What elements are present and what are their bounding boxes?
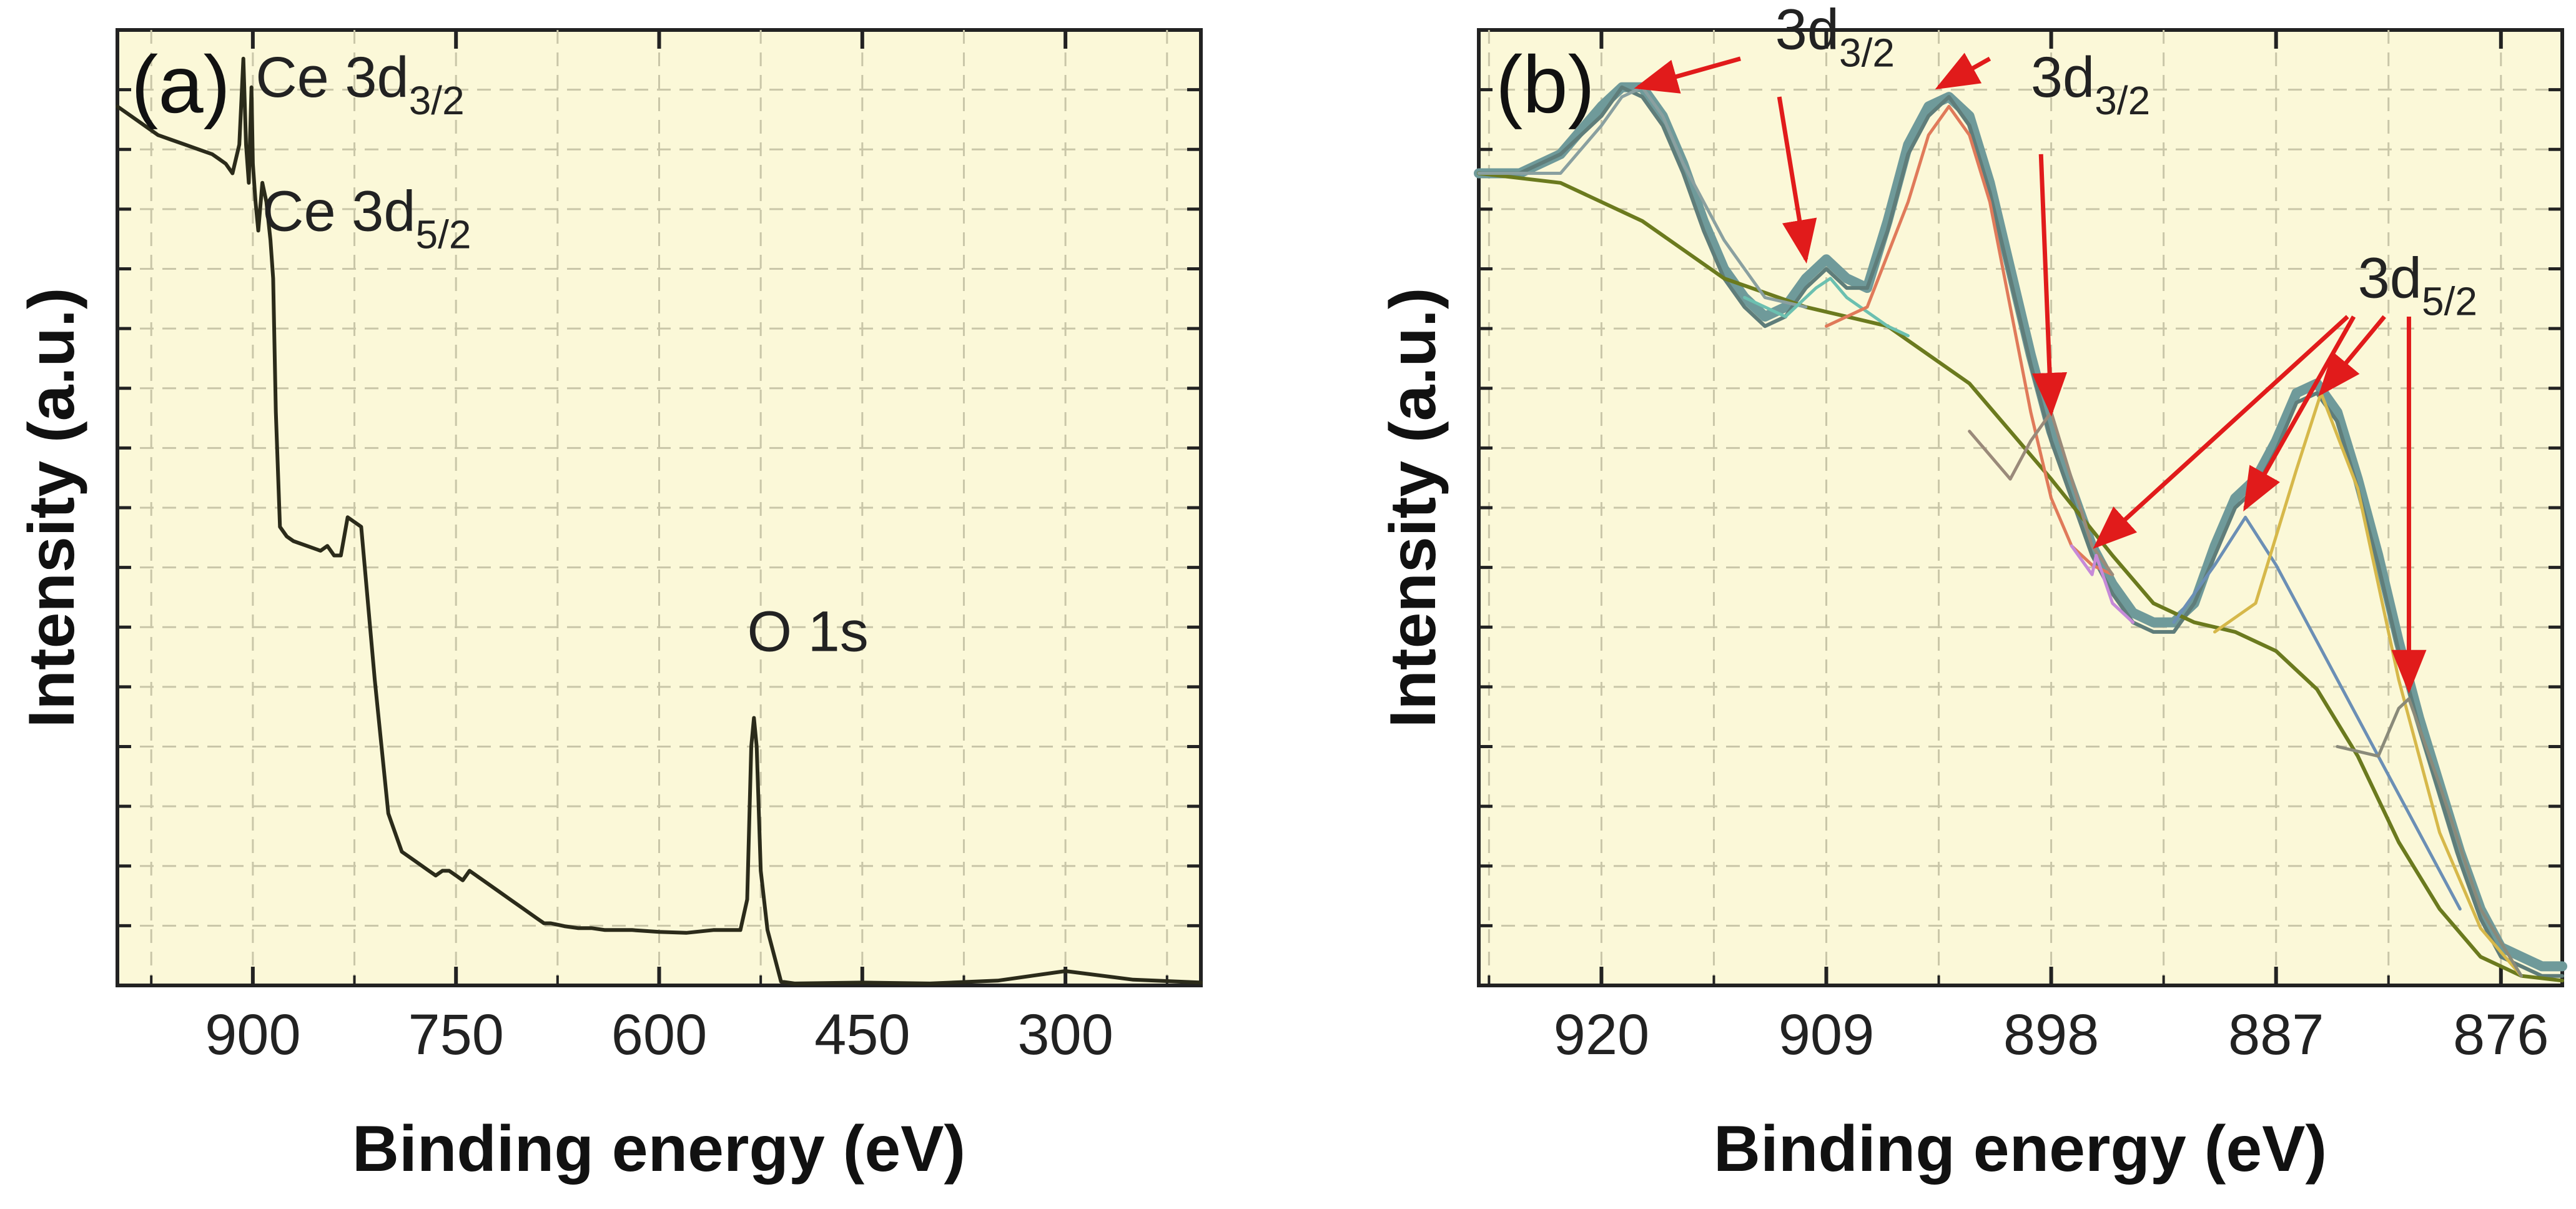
series-line-peak-884-8 (2213, 391, 2523, 978)
y-axis-title-b: Intensity (a.u.) (1377, 288, 1449, 728)
annotation-arrow (2093, 315, 2349, 549)
arrows-b (1634, 52, 2427, 694)
annotation-arrow (1634, 56, 1741, 94)
annotation-arrow (2243, 315, 2356, 512)
series-line-raw-data (1474, 82, 2567, 972)
x-tick-label: 750 (408, 1003, 504, 1067)
series-line-survey (116, 56, 1203, 985)
annotation-label: 3d3/2 (2031, 46, 2150, 123)
panel-a: 900 750 600 450 300 Ce 3d3/2 Ce 3d5/2 O 1s (a)… (16, 28, 1203, 1185)
x-tick-label: 450 (814, 1003, 910, 1067)
annotations-b: 3d3/2 3d3/2 3d5/2 (1775, 0, 2477, 323)
series-line-peak-908-8 (1743, 277, 1910, 338)
annotation-arrow (1777, 96, 1817, 264)
series-line-peak-895-8 (2070, 544, 2134, 624)
x-tick-label: 920 (1554, 1003, 1650, 1067)
annotation-label: 3d3/2 (1775, 0, 1895, 76)
x-tick-label: 898 (2003, 1003, 2100, 1067)
annotation-label: 3d5/2 (2358, 246, 2477, 323)
series-line-peak-888-5 (2172, 515, 2462, 911)
annotation-arrow (2032, 154, 2068, 417)
x-tick-label: 600 (611, 1003, 708, 1067)
panel-b: 920 909 898 887 876 3d3/2 3d3/2 3d5/2 (b) Bind… (1377, 0, 2567, 1185)
x-tick-label: 876 (2453, 1003, 2549, 1067)
series-line-envelope-fit (1477, 85, 2564, 978)
x-axis-title-a: Binding energy (eV) (352, 1113, 965, 1185)
series-line-background (1477, 171, 2564, 983)
x-ticks-b: 920 909 898 887 876 (1488, 30, 2549, 1067)
annotation-arrow (2318, 315, 2386, 397)
x-tick-label: 909 (1779, 1003, 1875, 1067)
series-b (1474, 82, 2567, 983)
x-tick-label: 887 (2228, 1003, 2324, 1067)
y-axis-title-a: Intensity (a.u.) (16, 288, 88, 728)
annotation-arrow (1935, 52, 1991, 90)
series-line-peak-880-5 (2336, 697, 2523, 978)
panel-label-a: (a) (131, 39, 230, 130)
x-axis-title-b: Binding energy (eV) (1714, 1113, 2327, 1185)
annotation-label: Ce 3d5/2 (262, 179, 471, 257)
annotations-a: Ce 3d3/2 Ce 3d5/2 O 1s (255, 46, 869, 663)
x-tick-label: 300 (1017, 1003, 1113, 1067)
series-line-peak-917-9 (1477, 86, 1808, 309)
panel-label-b: (b) (1496, 39, 1595, 130)
annotation-label: O 1s (747, 600, 868, 664)
x-tick-label: 900 (205, 1003, 301, 1067)
series-a (116, 56, 1203, 985)
annotation-label: Ce 3d3/2 (255, 46, 464, 123)
x-ticks-a: 900 750 600 450 300 (150, 30, 1168, 1067)
